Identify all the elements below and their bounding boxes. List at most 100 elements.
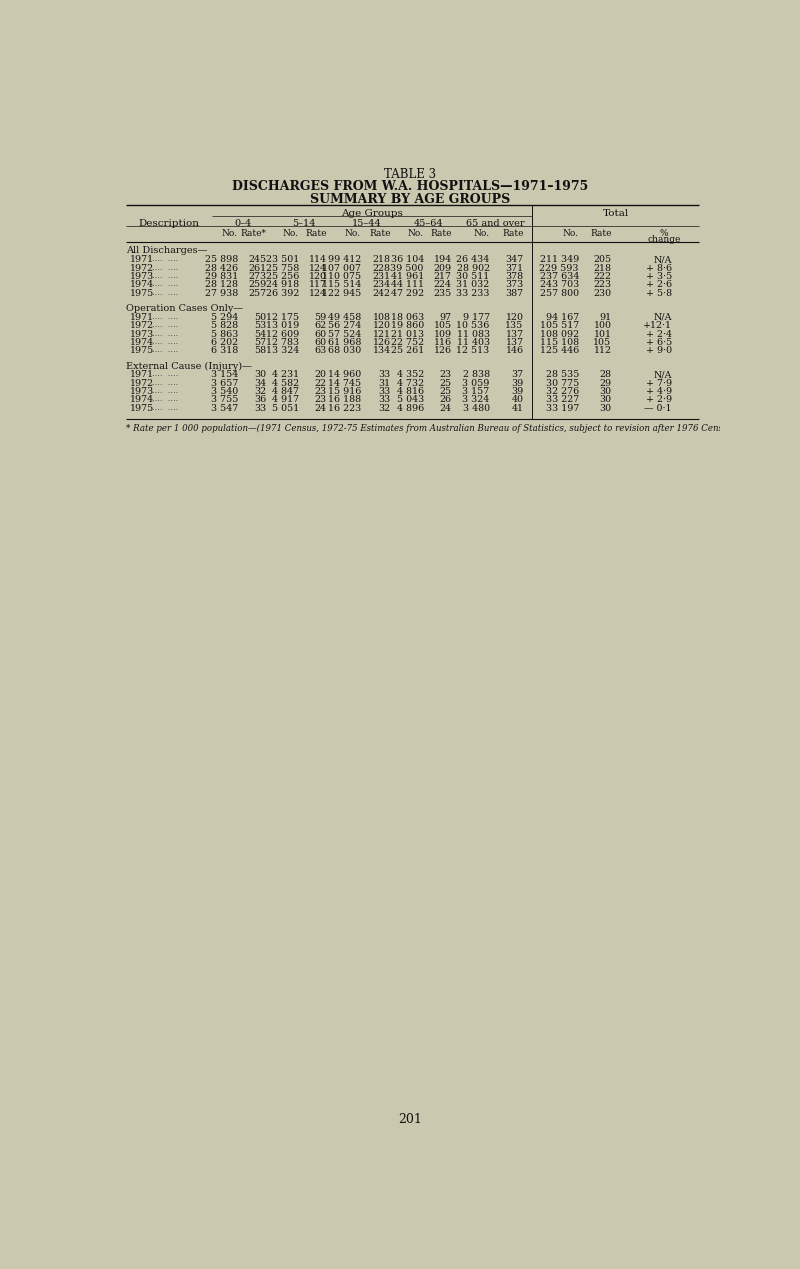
Text: 50: 50 (254, 313, 266, 322)
Text: 259: 259 (248, 280, 266, 289)
Text: 39: 39 (511, 387, 524, 396)
Text: + 6·5: + 6·5 (646, 338, 672, 346)
Text: 3 154: 3 154 (211, 371, 238, 379)
Text: 224: 224 (434, 280, 451, 289)
Text: 28 426: 28 426 (205, 264, 238, 273)
Text: 22 752: 22 752 (390, 338, 424, 346)
Text: 61 968: 61 968 (328, 338, 361, 346)
Text: Rate: Rate (590, 228, 611, 237)
Text: 105: 105 (594, 338, 611, 346)
Text: 112: 112 (594, 346, 611, 355)
Text: 125 446: 125 446 (540, 346, 579, 355)
Text: 26 392: 26 392 (266, 288, 299, 297)
Text: Rate: Rate (502, 228, 524, 237)
Text: 3 324: 3 324 (462, 396, 490, 405)
Text: 39: 39 (511, 379, 524, 388)
Text: %: % (660, 228, 669, 237)
Text: 234: 234 (373, 280, 390, 289)
Text: 1971: 1971 (130, 371, 154, 379)
Text: 116: 116 (434, 338, 451, 346)
Text: 209: 209 (434, 264, 451, 273)
Text: ....  ....: .... .... (152, 387, 178, 395)
Text: 201: 201 (398, 1113, 422, 1127)
Text: 3 480: 3 480 (462, 404, 490, 412)
Text: ....  ....: .... .... (152, 264, 178, 272)
Text: 1972: 1972 (130, 321, 154, 330)
Text: 24 918: 24 918 (266, 280, 299, 289)
Text: ....  ....: .... .... (152, 272, 178, 280)
Text: 97: 97 (439, 313, 451, 322)
Text: 1971: 1971 (130, 313, 154, 322)
Text: ....  ....: .... .... (152, 346, 178, 354)
Text: 115 108: 115 108 (540, 338, 579, 346)
Text: + 7·9: + 7·9 (646, 379, 672, 388)
Text: 1973: 1973 (130, 272, 154, 280)
Text: 26 434: 26 434 (457, 255, 490, 264)
Text: 257: 257 (248, 288, 266, 297)
Text: + 8·6: + 8·6 (646, 264, 672, 273)
Text: 378: 378 (506, 272, 524, 280)
Text: 4 816: 4 816 (397, 387, 424, 396)
Text: 99 412: 99 412 (328, 255, 361, 264)
Text: 39 500: 39 500 (390, 264, 424, 273)
Text: 5 043: 5 043 (397, 396, 424, 405)
Text: No.: No. (345, 228, 361, 237)
Text: 1974: 1974 (130, 280, 154, 289)
Text: External Cause (Injury)—: External Cause (Injury)— (126, 362, 251, 371)
Text: 25: 25 (439, 387, 451, 396)
Text: 33: 33 (378, 396, 390, 405)
Text: 9 177: 9 177 (462, 313, 490, 322)
Text: 3 157: 3 157 (462, 387, 490, 396)
Text: 22: 22 (314, 379, 326, 388)
Text: 11 403: 11 403 (457, 338, 490, 346)
Text: 58: 58 (254, 346, 266, 355)
Text: Age Groups: Age Groups (342, 209, 403, 218)
Text: 29: 29 (599, 379, 611, 388)
Text: 16 223: 16 223 (328, 404, 361, 412)
Text: 26: 26 (439, 396, 451, 405)
Text: 108 092: 108 092 (540, 330, 579, 339)
Text: 15 916: 15 916 (328, 387, 361, 396)
Text: No.: No. (408, 228, 424, 237)
Text: 4 231: 4 231 (272, 371, 299, 379)
Text: 1974: 1974 (130, 338, 154, 346)
Text: 231: 231 (373, 272, 390, 280)
Text: * Rate per 1 000 population—(1971 Census, 1972-75 Estimates from Australian Bure: * Rate per 1 000 population—(1971 Census… (126, 424, 738, 433)
Text: 30: 30 (599, 404, 611, 412)
Text: Description: Description (138, 218, 199, 227)
Text: 27 938: 27 938 (205, 288, 238, 297)
Text: No.: No. (283, 228, 299, 237)
Text: 30 511: 30 511 (457, 272, 490, 280)
Text: Rate: Rate (430, 228, 451, 237)
Text: change: change (647, 235, 681, 244)
Text: +12·1: +12·1 (643, 321, 672, 330)
Text: 117: 117 (309, 280, 326, 289)
Text: 21 013: 21 013 (390, 330, 424, 339)
Text: 0–4: 0–4 (234, 218, 252, 227)
Text: ....  ....: .... .... (152, 255, 178, 263)
Text: 105: 105 (434, 321, 451, 330)
Text: 24: 24 (439, 404, 451, 412)
Text: TABLE 3: TABLE 3 (384, 168, 436, 180)
Text: 68 030: 68 030 (328, 346, 361, 355)
Text: 121: 121 (373, 330, 390, 339)
Text: 25 898: 25 898 (205, 255, 238, 264)
Text: 205: 205 (594, 255, 611, 264)
Text: No.: No. (222, 228, 238, 237)
Text: + 2·9: + 2·9 (646, 396, 672, 405)
Text: 47 292: 47 292 (390, 288, 424, 297)
Text: ....  ....: .... .... (152, 396, 178, 404)
Text: 24: 24 (314, 404, 326, 412)
Text: 5 051: 5 051 (272, 404, 299, 412)
Text: 146: 146 (506, 346, 524, 355)
Text: 40: 40 (512, 396, 524, 405)
Text: 12 513: 12 513 (457, 346, 490, 355)
Text: 23: 23 (439, 371, 451, 379)
Text: 12 175: 12 175 (266, 313, 299, 322)
Text: 107 007: 107 007 (322, 264, 361, 273)
Text: 31: 31 (378, 379, 390, 388)
Text: + 2·6: + 2·6 (646, 280, 672, 289)
Text: 109: 109 (434, 330, 451, 339)
Text: 28 535: 28 535 (546, 371, 579, 379)
Text: 54: 54 (254, 330, 266, 339)
